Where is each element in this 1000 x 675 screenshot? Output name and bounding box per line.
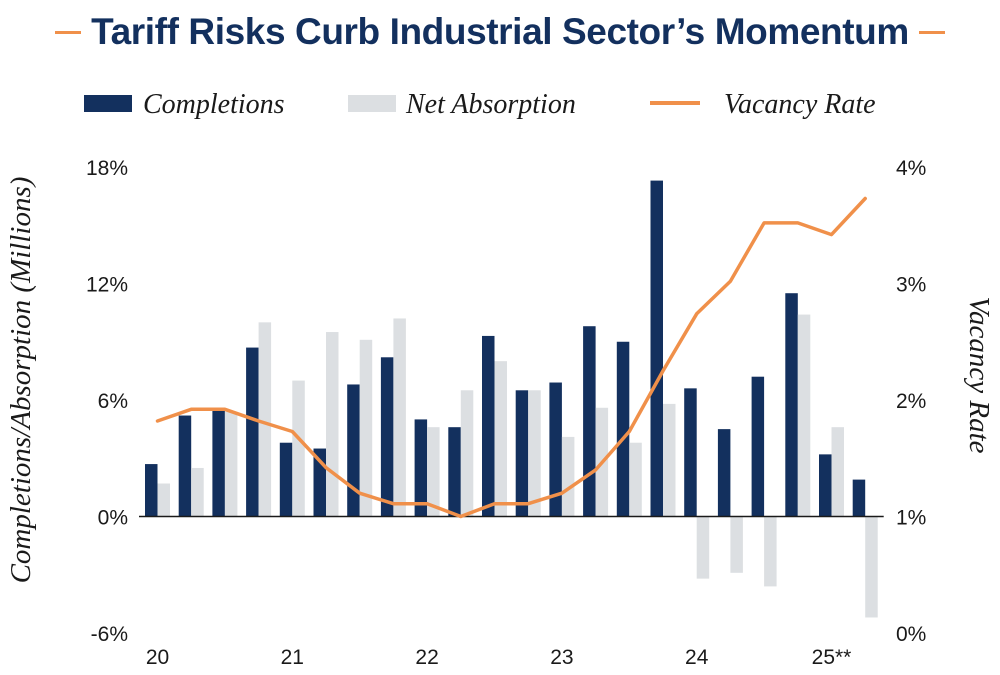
legend-swatch-completions xyxy=(84,95,132,112)
bar-net-absorption xyxy=(258,322,272,517)
x-tick-label: 23 xyxy=(550,646,573,669)
bar-net-absorption xyxy=(157,483,170,517)
bars xyxy=(145,180,878,618)
bar-net-absorption xyxy=(865,516,878,618)
bar-net-absorption xyxy=(359,339,373,517)
y2-tick-label: 0% xyxy=(896,623,926,646)
y-axis-ticks: 18% 12% 6% 0% -6% xyxy=(86,157,128,646)
bar-completions xyxy=(279,442,293,517)
bar-completions xyxy=(785,293,798,517)
bar-completions xyxy=(684,388,697,517)
legend-item-vacancy-rate: Vacancy Rate xyxy=(650,89,876,120)
y-tick-label: 6% xyxy=(98,390,128,413)
y2-axis-title: Vacancy Rate xyxy=(963,296,995,453)
chart-legend: Completions Net Absorption Vacancy Rate xyxy=(84,89,876,120)
bar-completions xyxy=(852,479,866,517)
y-tick-label: -6% xyxy=(91,623,128,646)
y-axis-title: Completions/Absorption (Millions) xyxy=(5,177,37,584)
bar-completions xyxy=(515,390,529,517)
bar-net-absorption xyxy=(629,442,642,517)
title-rule-right xyxy=(918,30,945,34)
y-tick-label: 0% xyxy=(98,507,128,530)
bar-completions xyxy=(819,454,832,517)
x-tick-label: 24 xyxy=(685,646,709,669)
bar-completions xyxy=(616,341,630,517)
legend-item-completions: Completions xyxy=(84,89,285,120)
bar-net-absorption xyxy=(663,403,676,517)
bar-completions xyxy=(549,382,562,517)
y-tick-label: 18% xyxy=(86,157,128,180)
x-axis-ticks: 20 21 22 23 24 25** xyxy=(146,646,852,669)
bar-completions xyxy=(751,376,765,517)
bar-net-absorption xyxy=(730,516,743,573)
bar-net-absorption xyxy=(494,361,507,517)
bar-completions xyxy=(246,347,259,517)
title-rule-left xyxy=(55,30,82,34)
bar-completions xyxy=(482,335,495,517)
bar-net-absorption xyxy=(831,427,844,517)
bar-completions xyxy=(448,427,461,517)
bar-net-absorption xyxy=(561,436,575,517)
x-tick-label: 21 xyxy=(281,646,304,669)
legend-label-completions: Completions xyxy=(143,89,285,120)
y2-tick-label: 2% xyxy=(896,390,926,413)
bar-net-absorption xyxy=(460,390,474,517)
bar-completions xyxy=(347,384,360,517)
bar-net-absorption xyxy=(764,516,777,587)
y2-tick-label: 1% xyxy=(896,507,926,530)
bar-completions xyxy=(380,357,394,517)
y-tick-label: 12% xyxy=(86,274,128,297)
bar-net-absorption xyxy=(191,467,204,517)
bar-completions xyxy=(650,180,663,517)
x-tick-label: 20 xyxy=(146,646,169,669)
bar-completions xyxy=(145,464,158,517)
bar-completions xyxy=(583,326,596,517)
bar-net-absorption xyxy=(292,380,305,517)
legend-swatch-net-absorption xyxy=(348,95,396,112)
bar-net-absorption xyxy=(326,332,339,517)
legend-item-net-absorption: Net Absorption xyxy=(348,89,576,120)
y2-tick-label: 3% xyxy=(896,274,926,297)
legend-label-vacancy-rate: Vacancy Rate xyxy=(724,89,876,120)
bar-net-absorption xyxy=(427,427,440,517)
bar-completions xyxy=(414,419,428,517)
bar-net-absorption xyxy=(797,314,811,517)
y2-tick-label: 4% xyxy=(896,157,926,180)
x-tick-label: 25** xyxy=(812,646,852,669)
vacancy-rate-line xyxy=(155,196,867,519)
bar-completions xyxy=(212,409,225,517)
bar-completions xyxy=(717,429,731,517)
legend-label-net-absorption: Net Absorption xyxy=(405,89,576,120)
bar-net-absorption xyxy=(696,516,710,579)
bar-net-absorption xyxy=(528,390,541,517)
bar-net-absorption xyxy=(393,318,406,517)
y2-axis-ticks: 4% 3% 2% 1% 0% xyxy=(896,157,926,646)
title-row: Tariff Risks Curb Industrial Sector’s Mo… xyxy=(0,4,1000,60)
x-tick-label: 22 xyxy=(415,646,438,669)
bar-completions xyxy=(178,415,192,517)
page-title: Tariff Risks Curb Industrial Sector’s Mo… xyxy=(91,11,909,52)
bar-net-absorption xyxy=(224,411,238,517)
